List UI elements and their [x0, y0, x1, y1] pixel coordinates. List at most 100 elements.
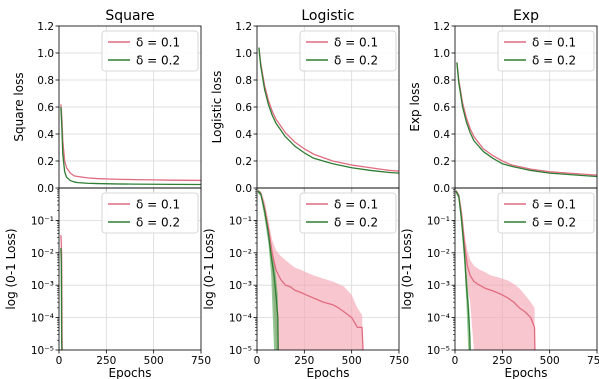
legend-label-1: δ = 0.2: [136, 216, 180, 230]
y-tick-label: 10⁻³: [229, 280, 252, 292]
legend: δ = 0.1 δ = 0.2: [299, 192, 397, 234]
series-line-1: [257, 190, 279, 350]
plot-area: [60, 235, 63, 350]
plot-area: [60, 104, 201, 186]
x-tick-label: 250: [492, 355, 512, 367]
series-band-1: [455, 189, 471, 350]
series-line-1: [258, 47, 399, 174]
axes-frame: [58, 187, 202, 351]
chart-panel-top-left: 0.0 0.2 0.4 0.6 0.8 1.0 1.2 Square Square loss δ …: [12, 8, 202, 195]
y-tick-label: 10⁻⁴: [31, 313, 54, 325]
legend-label-1: δ = 0.2: [334, 54, 378, 68]
x-tick-label: 750: [389, 355, 409, 367]
y-axis-label: log (0-1 Loss): [202, 228, 216, 309]
series-band-0: [257, 189, 364, 350]
y-tick-label: 10⁻¹: [31, 215, 54, 227]
y-tick-label: 1.0: [235, 48, 252, 60]
x-tick-label: 0: [452, 355, 459, 367]
y-tick-label: 0.4: [235, 129, 252, 141]
panel-title: Exp: [513, 8, 539, 24]
y-tick-label: 0.4: [37, 129, 54, 141]
y-tick-label: 0.8: [433, 75, 450, 87]
y-tick-label: 1.2: [37, 21, 54, 33]
y-tick-label: 0.6: [37, 102, 54, 114]
legend-label-0: δ = 0.1: [136, 198, 180, 212]
y-tick-label: 0.6: [433, 102, 450, 114]
y-tick-label: 10⁻³: [31, 280, 54, 292]
legend-box: [497, 192, 595, 234]
x-tick-label: 750: [191, 355, 211, 367]
panel-title: Square: [105, 8, 154, 24]
y-tick-label: 10⁻⁴: [229, 313, 252, 325]
chart-panel-bottom-right: 10⁻⁵ 10⁻⁴ 10⁻³ 10⁻² 10⁻¹ 0 250 500 750 log (0-1 L…: [400, 187, 599, 379]
x-tick-label: 250: [96, 355, 116, 367]
y-axis-label: Exp loss: [408, 82, 422, 131]
series-line-0: [258, 47, 399, 172]
y-tick-label: 0.0: [37, 183, 54, 195]
series-line-1: [60, 248, 63, 350]
y-tick-label: 1.0: [37, 48, 54, 60]
plot-area: [455, 189, 536, 350]
legend-box: [101, 192, 199, 234]
legend-label-1: δ = 0.2: [532, 216, 576, 230]
series-line-1: [455, 190, 471, 350]
legend-label-1: δ = 0.2: [334, 216, 378, 230]
y-tick-label: 1.2: [235, 21, 252, 33]
legend: δ = 0.1 δ = 0.2: [497, 30, 595, 72]
y-tick-label: 0.8: [37, 75, 54, 87]
y-tick-label: 10⁻²: [31, 248, 54, 260]
x-axis-label: Epochs: [505, 366, 548, 379]
series-line-0: [455, 190, 536, 350]
legend: δ = 0.1 δ = 0.2: [299, 30, 397, 72]
legend: δ = 0.1 δ = 0.2: [101, 30, 199, 72]
axes-frame: [454, 187, 598, 351]
plot-area: [257, 189, 364, 350]
x-tick-label: 500: [144, 355, 164, 367]
y-tick-label: 10⁻⁵: [229, 345, 252, 357]
y-tick-label: 10⁻²: [427, 248, 450, 260]
legend-label-1: δ = 0.2: [532, 54, 576, 68]
y-tick-label: 0.0: [235, 183, 252, 195]
y-tick-label: 0.8: [235, 75, 252, 87]
y-tick-label: 0.2: [235, 156, 252, 168]
chart-panel-bottom-left: 10⁻⁵ 10⁻⁴ 10⁻³ 10⁻² 10⁻¹ 0 250 500 750 log (0-1 L…: [4, 187, 211, 379]
y-axis-label: Logistic loss: [210, 71, 224, 144]
x-tick-label: 250: [294, 355, 314, 367]
y-tick-label: 10⁻²: [229, 248, 252, 260]
y-tick-label: 10⁻⁴: [427, 313, 450, 325]
chart-panel-bottom-middle: 10⁻⁵ 10⁻⁴ 10⁻³ 10⁻² 10⁻¹ 0 250 500 750 log (0-1 L…: [202, 187, 409, 379]
series-line-0: [60, 104, 201, 182]
x-tick-label: 500: [342, 355, 362, 367]
legend-label-1: δ = 0.2: [136, 54, 180, 68]
y-tick-label: 1.0: [433, 48, 450, 60]
x-tick-label: 750: [587, 355, 599, 367]
legend-box: [299, 192, 397, 234]
y-tick-label: 0.0: [433, 183, 450, 195]
x-axis-label: Epochs: [307, 366, 350, 379]
y-tick-label: 0.6: [235, 102, 252, 114]
y-tick-label: 10⁻¹: [427, 215, 450, 227]
series-band-0: [455, 189, 535, 350]
legend-box: [497, 30, 595, 72]
legend-box: [101, 30, 199, 72]
legend-label-0: δ = 0.1: [532, 36, 576, 50]
y-axis-label: log (0-1 Loss): [400, 228, 414, 309]
legend-label-0: δ = 0.1: [136, 36, 180, 50]
series-line-0: [456, 62, 597, 176]
y-tick-label: 10⁻¹: [229, 215, 252, 227]
y-axis-label: log (0-1 Loss): [4, 228, 18, 309]
legend-label-0: δ = 0.1: [532, 198, 576, 212]
plot-area: [258, 47, 399, 174]
legend-box: [299, 30, 397, 72]
legend-label-0: δ = 0.1: [334, 198, 378, 212]
x-tick-label: 0: [56, 355, 63, 367]
x-axis-label: Epochs: [109, 366, 152, 379]
series-band-1: [257, 189, 279, 350]
x-tick-label: 500: [540, 355, 560, 367]
series-line-1: [60, 106, 201, 186]
y-tick-label: 10⁻⁵: [31, 345, 54, 357]
legend-label-0: δ = 0.1: [334, 36, 378, 50]
axes-frame: [256, 187, 400, 351]
